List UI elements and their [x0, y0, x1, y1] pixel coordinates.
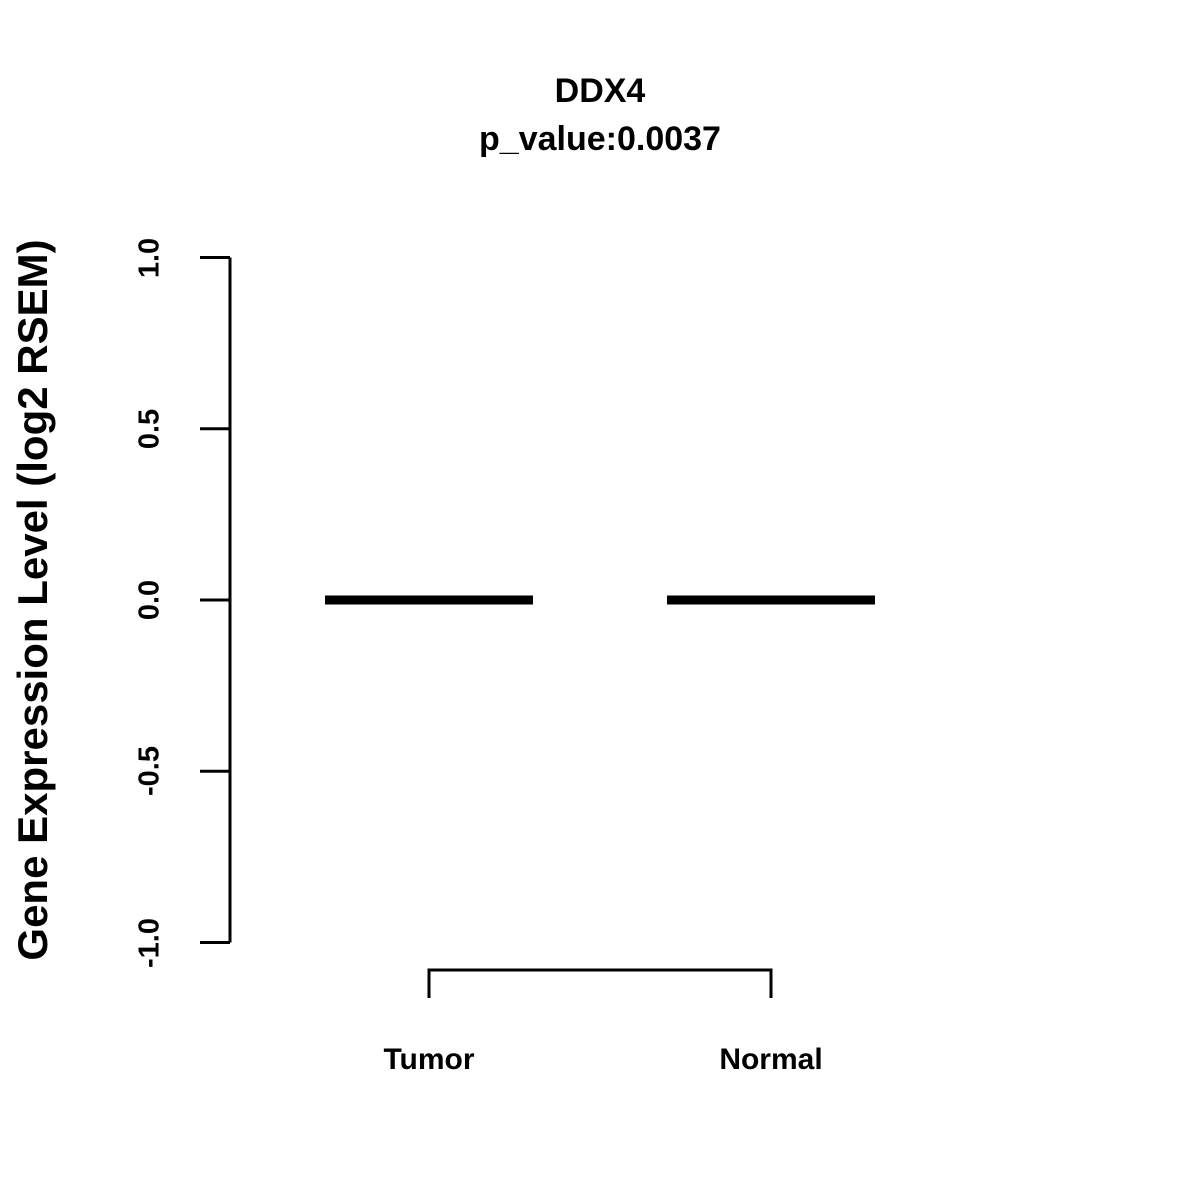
- y-tick-label: -0.5: [133, 746, 166, 797]
- category-label-tumor: Tumor: [383, 1043, 475, 1076]
- category-label-normal: Normal: [719, 1043, 823, 1076]
- chart-title-block: DDX4 p_value:0.0037: [479, 68, 721, 163]
- comparison-bracket: [427, 968, 773, 998]
- chart-title: DDX4: [554, 72, 646, 110]
- y-tick-label: 0.5: [133, 408, 166, 449]
- y-axis-label: Gene Expression Level (log2 RSEM): [9, 239, 56, 961]
- y-tick-label: 1.0: [133, 237, 166, 278]
- y-tick-label: 0.0: [133, 579, 166, 621]
- chart-subtitle-pvalue: p_value:0.0037: [479, 119, 721, 158]
- y-tick-label: -1.0: [133, 917, 166, 968]
